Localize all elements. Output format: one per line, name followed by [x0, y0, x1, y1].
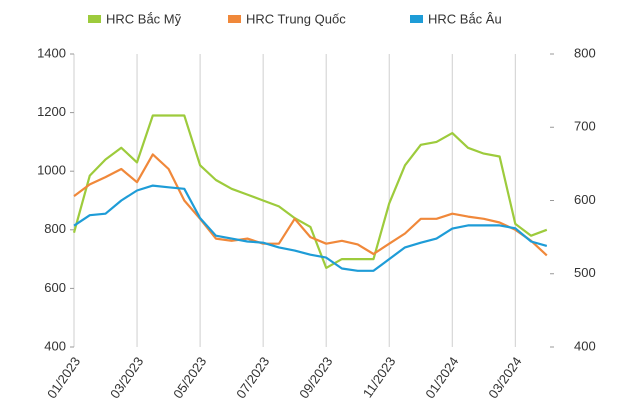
y-tick-label: 1000	[37, 163, 66, 178]
y2-tick-label: 400	[574, 338, 596, 353]
x-tick-label: 07/2023	[233, 354, 272, 401]
series-line	[73, 184, 548, 272]
y-tick-label: 1200	[37, 104, 66, 119]
legend-label: HRC Trung Quốc	[246, 11, 346, 26]
x-tick-label: 09/2023	[296, 354, 335, 401]
y-tick-label: 400	[44, 338, 66, 353]
x-tick-label: 03/2023	[107, 354, 146, 401]
y-tick-label: 800	[44, 221, 66, 236]
x-tick-label: 05/2023	[170, 354, 209, 401]
y2-tick-label: 500	[574, 265, 596, 280]
series-line	[73, 153, 548, 257]
legend-label: HRC Bắc Âu	[428, 11, 502, 26]
legend-swatch	[228, 15, 241, 23]
x-tick-label: 03/2024	[485, 354, 524, 401]
x-tick-label: 01/2024	[422, 354, 461, 401]
series-line	[72, 114, 548, 269]
y-tick-label: 1400	[37, 45, 66, 60]
y-tick-label: 600	[44, 280, 66, 295]
legend-label: HRC Bắc Mỹ	[106, 11, 182, 26]
y2-tick-label: 800	[574, 45, 596, 60]
legend-swatch	[88, 15, 101, 23]
x-tick-label: 01/2023	[44, 354, 83, 401]
y2-tick-label: 600	[574, 192, 596, 207]
x-tick-label: 11/2023	[360, 354, 399, 400]
y2-tick-label: 700	[574, 119, 596, 134]
legend-swatch	[410, 15, 423, 23]
